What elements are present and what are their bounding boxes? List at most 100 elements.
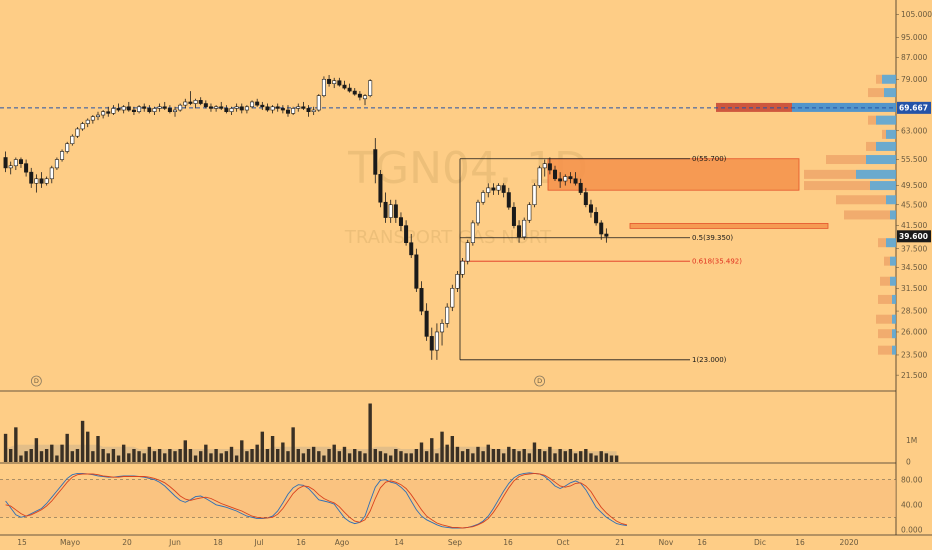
last-price-badge — [897, 230, 931, 243]
candle-body — [280, 108, 285, 111]
candle-body — [157, 106, 162, 109]
volume-bar — [491, 449, 496, 462]
candle-body — [563, 176, 568, 182]
volume-profile-sell — [882, 129, 886, 139]
candle-body — [18, 159, 23, 164]
price-tick-label: 28.500 — [901, 307, 927, 316]
volume-bar — [188, 449, 193, 462]
price-tick-label: 87.000 — [901, 53, 927, 62]
volume-bar — [532, 442, 537, 462]
stochastic-tick-label: 40.00 — [901, 500, 923, 509]
candle-body — [178, 104, 183, 111]
volume-profile-sell — [868, 88, 884, 98]
volume-bar — [543, 451, 547, 462]
volume-profile-buy — [892, 314, 896, 324]
volume-bar — [440, 431, 444, 462]
volume-bar — [163, 453, 167, 462]
candle-body — [34, 178, 39, 184]
volume-bar — [347, 453, 352, 462]
fib-level-label: 0.5(39.350) — [692, 234, 733, 242]
volume-bar — [142, 453, 146, 462]
candle-body — [167, 108, 172, 112]
volume-bar — [404, 453, 408, 462]
volume-bar — [414, 449, 419, 462]
price-tick-label: 26.000 — [901, 328, 927, 337]
candle-body — [173, 109, 178, 112]
time-tick-label: 15 — [17, 538, 27, 547]
volume-bar — [157, 449, 162, 462]
price-tick-label: 41.500 — [901, 221, 927, 230]
volume-bar — [106, 453, 110, 462]
time-tick-label: Jul — [253, 538, 263, 547]
time-tick-label: 14 — [394, 538, 404, 547]
volume-bar — [14, 427, 18, 462]
dividend-marker[interactable] — [30, 375, 42, 387]
volume-bar — [558, 449, 562, 462]
volume-profile-sell — [878, 345, 892, 355]
candle-body — [49, 167, 54, 180]
volume-bar — [219, 453, 223, 462]
candle-body — [414, 254, 419, 289]
volume-bar — [388, 455, 393, 462]
candle-body — [65, 143, 70, 152]
volume-bar — [60, 444, 64, 462]
candle-body — [455, 274, 460, 289]
candle-body — [29, 171, 34, 184]
volume-profile-sell — [878, 294, 892, 304]
candle-body — [260, 104, 265, 108]
candle-body — [501, 185, 506, 193]
candle-body — [285, 109, 290, 114]
candle-body — [24, 163, 29, 173]
candle-body — [404, 225, 409, 244]
candle-body — [475, 201, 480, 224]
volume-bar — [327, 449, 331, 462]
candle-body — [142, 106, 147, 109]
time-tick-label: Dic — [754, 538, 766, 547]
candle-body — [568, 176, 573, 180]
volume-bar — [9, 449, 13, 462]
volume-bar — [24, 451, 28, 462]
volume-bar — [168, 449, 172, 462]
volume-bar — [44, 449, 49, 462]
candle-body — [429, 336, 434, 351]
volume-bar — [604, 453, 609, 462]
price-tick-label: 79.000 — [901, 75, 927, 84]
volume-bar — [111, 449, 116, 462]
candle-body — [424, 310, 429, 337]
candle-body — [511, 206, 516, 226]
volume-profile-sell — [880, 276, 890, 286]
volume-bar — [486, 444, 490, 462]
price-tick-label: 63.000 — [901, 126, 927, 135]
volume-bar — [455, 446, 460, 462]
supply-zone — [547, 158, 800, 191]
time-tick-label: Jun — [168, 538, 181, 547]
candle-body — [434, 331, 439, 351]
candle-body — [496, 185, 501, 191]
volume-bar — [178, 449, 182, 462]
volume-profile-sell — [876, 314, 892, 324]
candle-body — [137, 106, 142, 112]
candle-body — [337, 80, 342, 86]
candle-body — [342, 84, 347, 89]
candle-body — [450, 288, 455, 308]
candle-body — [537, 167, 542, 186]
candle-body — [90, 116, 95, 121]
volume-bar — [127, 453, 131, 462]
volume-bar — [50, 444, 54, 462]
volume-profile-buy — [886, 238, 896, 248]
candle-body — [3, 157, 8, 169]
candle-body — [388, 204, 393, 218]
volume-bar — [301, 453, 306, 462]
volume-bar — [250, 449, 254, 462]
volume-bar — [599, 451, 603, 462]
candle-body — [234, 106, 239, 109]
volume-bar — [471, 453, 475, 462]
volume-bar — [353, 449, 357, 462]
dividend-marker[interactable] — [534, 375, 546, 387]
volume-bar — [363, 453, 367, 462]
volume-profile-sell — [804, 169, 856, 179]
volume-bar — [137, 451, 141, 462]
candle-body — [357, 93, 362, 98]
price-tick-label: 37.500 — [901, 244, 927, 253]
